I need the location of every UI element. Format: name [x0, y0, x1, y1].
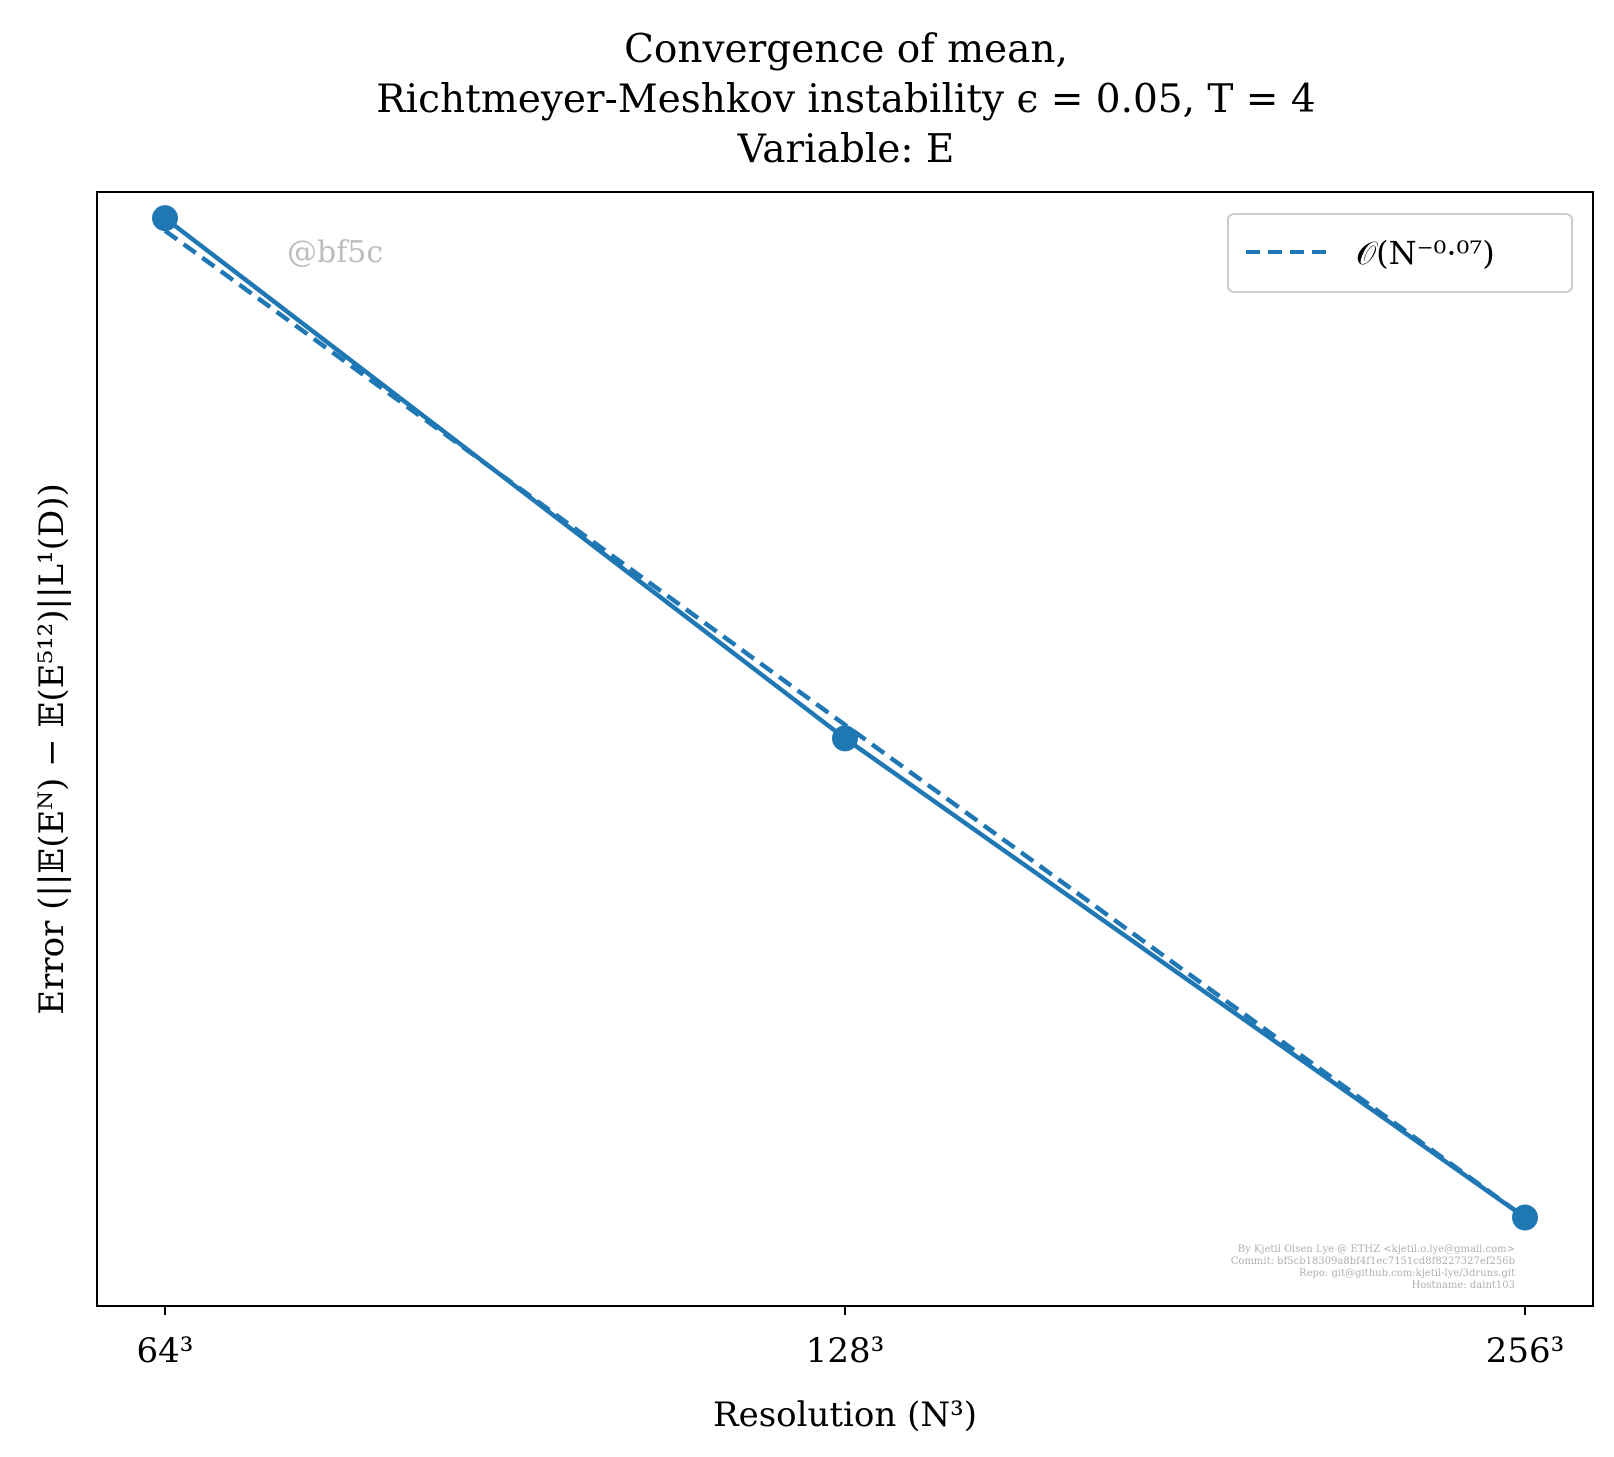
- x-tick-label: 128³: [806, 1331, 885, 1371]
- footer-line-4: Hostname: daint103: [1412, 1280, 1515, 1291]
- y-axis-label: Error (||𝔼(Eᴺ) − 𝔼(E⁵¹²)||L¹(D)): [32, 483, 72, 1014]
- footer-line-2: Commit: bf5cb18309a8bf4f1ec7151cd8f82273…: [1231, 1256, 1515, 1267]
- footer-metadata: By Kjetil Olsen Lye @ ETHZ <kjetil.o.lye…: [1231, 1244, 1515, 1291]
- title-line-2: Richtmeyer-Meshkov instability ϵ = 0.05,…: [376, 77, 1315, 122]
- series-layer: [152, 205, 1538, 1231]
- x-tick-label: 64³: [137, 1331, 194, 1371]
- watermark-text: @bf5c: [287, 235, 383, 270]
- x-axis-ticks: 64³ 128³ 256³: [137, 1306, 1565, 1371]
- legend-entry-label: 𝒪(N⁻⁰·⁰⁷): [1356, 234, 1495, 272]
- data-point-marker: [152, 205, 178, 232]
- footer-line-1: By Kjetil Olsen Lye @ ETHZ <kjetil.o.lye…: [1238, 1244, 1515, 1255]
- title-line-1: Convergence of mean,: [624, 27, 1068, 72]
- title-line-3: Variable: E: [737, 127, 955, 172]
- chart-title: Convergence of mean, Richtmeyer-Meshkov …: [376, 27, 1315, 172]
- x-tick-label: 256³: [1486, 1331, 1565, 1371]
- reference-rate-line: [163, 228, 1527, 1220]
- legend-box: [1227, 213, 1573, 293]
- legend: 𝒪(N⁻⁰·⁰⁷): [1227, 213, 1573, 293]
- data-point-marker: [832, 725, 858, 752]
- footer-line-3: Repo: git@github.com:kjetil-lye/3druns.g…: [1299, 1268, 1515, 1279]
- x-axis-label: Resolution (N³): [713, 1395, 977, 1435]
